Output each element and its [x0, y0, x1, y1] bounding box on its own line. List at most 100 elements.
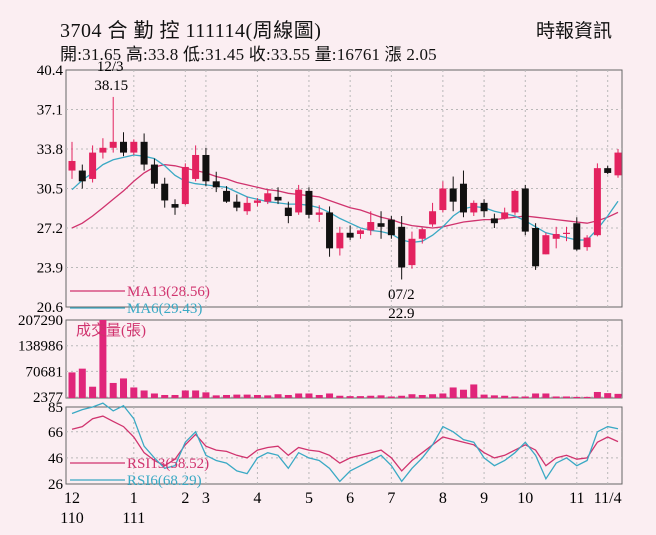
x-tick-label: 8: [439, 490, 447, 507]
volume-bar: [532, 393, 540, 398]
candle-body: [89, 152, 97, 179]
volume-bar: [429, 394, 437, 398]
volume-bar: [336, 395, 344, 398]
volume-bar: [284, 394, 292, 398]
x-tick-label: 4: [253, 490, 261, 507]
candle-body: [326, 212, 334, 249]
volume-tick-label: 138986: [18, 339, 64, 355]
volume-bar: [542, 393, 550, 398]
volume-bar: [459, 389, 467, 398]
volume-bar: [511, 396, 519, 398]
candle-body: [439, 188, 447, 211]
price-tick-label: 40.4: [37, 63, 64, 79]
candle-body: [387, 219, 395, 236]
volume-bar: [68, 372, 76, 398]
candle-body: [408, 238, 416, 266]
x-tick-label: 11/4: [594, 490, 622, 507]
candle-body: [367, 222, 375, 231]
volume-tick-label: 207290: [18, 313, 63, 329]
candle-body: [253, 200, 261, 203]
volume-tick-label: 2377: [33, 390, 64, 406]
candle-body: [552, 233, 560, 239]
x-tick-label: 6: [346, 490, 354, 507]
volume-bar: [521, 396, 529, 398]
volume-bar: [346, 396, 354, 398]
candle-body: [593, 168, 601, 236]
low-date-label: 07/2: [388, 287, 415, 303]
candle-body: [150, 164, 158, 184]
candle-body: [583, 237, 591, 248]
candle-body: [377, 223, 385, 227]
candle-body: [336, 232, 344, 249]
candle-body: [346, 232, 354, 238]
volume-bar: [480, 394, 488, 398]
candle-body: [604, 168, 612, 173]
candle-body: [181, 166, 189, 205]
rsi6-line: [71, 402, 619, 483]
volume-bar: [130, 387, 138, 398]
rsi-legend-label: RSI6(68.29): [127, 473, 202, 489]
rsi-tick-label: 85: [48, 400, 63, 416]
volume-bar: [264, 395, 272, 398]
x-year-label: 111: [122, 510, 145, 527]
candle-body: [78, 170, 86, 182]
volume-bar: [408, 394, 416, 398]
candle-body: [356, 230, 364, 234]
volume-bar: [243, 394, 251, 398]
volume-bar: [470, 384, 478, 398]
x-tick-label: 5: [305, 490, 313, 507]
rsi13-line: [71, 415, 619, 472]
volume-bar: [315, 394, 323, 398]
volume-bar: [593, 391, 601, 398]
volume-bar: [89, 386, 97, 398]
volume-bar: [490, 395, 498, 398]
x-tick-label: 3: [202, 490, 210, 507]
volume-panel-frame: [65, 319, 623, 399]
volume-bar: [356, 396, 364, 398]
volume-bar: [387, 396, 395, 398]
volume-bar: [562, 396, 570, 398]
volume-bar: [253, 394, 261, 398]
source-label: 時報資訊: [536, 21, 613, 42]
volume-bar: [305, 393, 313, 398]
candle-body: [284, 207, 292, 217]
volume-bar: [552, 396, 560, 398]
volume-bar: [573, 396, 581, 398]
volume-bar: [614, 393, 622, 398]
volume-bar: [449, 387, 457, 398]
rsi-tick-label: 26: [48, 477, 64, 493]
x-tick-label: 7: [387, 490, 395, 507]
candle-body: [295, 189, 303, 213]
candle-body: [532, 228, 540, 267]
volume-bar: [233, 394, 241, 398]
price-legend-label: MA13(28.56): [127, 284, 210, 300]
price-tick-label: 20.6: [37, 300, 64, 316]
candle-body: [480, 202, 488, 212]
rsi-legend-label: RSI13(58.52): [127, 456, 209, 472]
volume-bar: [295, 393, 303, 398]
candle-body: [192, 154, 200, 179]
price-tick-label: 37.1: [37, 103, 63, 119]
high-value-label: 38.15: [94, 78, 128, 94]
candle-body: [130, 141, 138, 153]
low-value-label: 22.9: [388, 306, 414, 322]
candle-body: [305, 190, 313, 215]
candle-body: [233, 201, 241, 208]
volume-legend-label: 成交量(張): [76, 321, 146, 339]
price-tick-label: 27.2: [37, 221, 63, 237]
chart-title: 3704 合 勤 控 111114(周線圖): [60, 20, 322, 42]
x-tick-label: 9: [480, 490, 488, 507]
volume-bar: [223, 394, 231, 398]
candle-body: [542, 235, 550, 255]
candle-body: [202, 154, 210, 182]
volume-bar: [439, 393, 447, 398]
volume-bar: [212, 395, 220, 398]
volume-bar: [398, 395, 406, 398]
candle-body: [68, 160, 76, 171]
candle-body: [501, 212, 509, 219]
candle-body: [274, 196, 282, 201]
price-tick-label: 33.8: [37, 142, 63, 158]
x-tick-label: 2: [181, 490, 189, 507]
volume-bar: [120, 378, 128, 398]
